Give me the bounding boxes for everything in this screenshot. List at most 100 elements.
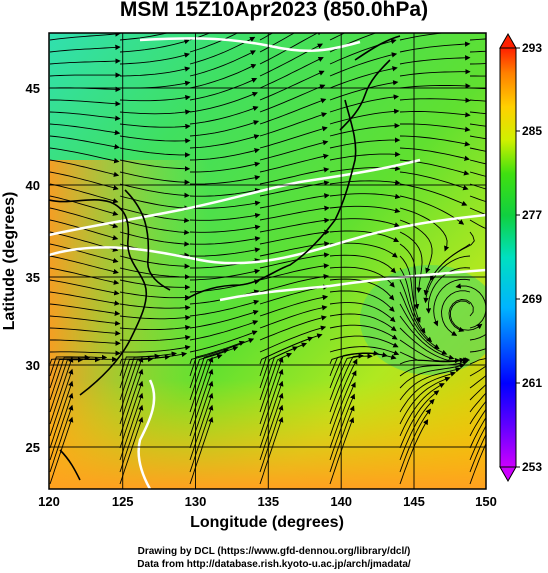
- streamline: [399, 339, 466, 363]
- page-title: MSM 15Z10Apr2023 (850.0hPa): [119, 0, 429, 21]
- streamline: [399, 231, 423, 293]
- streamline: [399, 69, 471, 77]
- streamline: [189, 50, 256, 77]
- streamline: [399, 408, 431, 473]
- streamline: [49, 404, 74, 473]
- streamline: [49, 195, 119, 216]
- y-tick-label: 40: [26, 178, 40, 193]
- streamline: [119, 135, 191, 144]
- streamline: [399, 359, 469, 377]
- streamline: [119, 303, 191, 311]
- y-axis-label: Latitude (degrees): [1, 192, 18, 331]
- streamline: [469, 219, 486, 230]
- streamline: [189, 91, 258, 113]
- y-axis: 25 30 35 40 45 Latitude (degrees): [1, 81, 40, 455]
- x-tick-label: 125: [112, 494, 134, 509]
- streamline: [189, 200, 261, 209]
- streamline: [329, 350, 379, 389]
- streamline: [259, 346, 299, 401]
- streamline: [49, 327, 121, 336]
- streamline: [469, 111, 486, 115]
- streamline: [49, 315, 121, 326]
- streamline: [49, 147, 120, 164]
- streamline: [259, 252, 330, 269]
- streamline: [399, 315, 455, 360]
- streamline: [49, 243, 119, 264]
- streamline: [119, 231, 190, 247]
- streamline: [259, 43, 323, 77]
- streamline: [119, 416, 144, 485]
- streamline: [49, 171, 119, 191]
- streamline: [49, 255, 119, 275]
- streamline: [49, 380, 74, 449]
- streamline: [399, 83, 471, 89]
- streamline: [119, 404, 144, 473]
- streamline: [329, 370, 357, 437]
- x-tick-label: 145: [403, 494, 425, 509]
- streamline: [399, 135, 471, 147]
- streamline: [449, 300, 483, 331]
- streamline: [189, 105, 259, 125]
- streamline: [259, 153, 329, 173]
- streamline: [469, 408, 486, 437]
- streamline: [425, 267, 471, 314]
- streamline: [119, 195, 190, 211]
- streamline: [189, 416, 214, 485]
- streamline: [189, 299, 260, 317]
- streamline: [50, 99, 121, 107]
- streamline: [119, 66, 191, 77]
- streamline: [189, 368, 214, 437]
- streamline: [399, 267, 426, 334]
- streamline: [399, 255, 421, 323]
- streamline: [469, 348, 486, 353]
- streamline: [329, 358, 358, 425]
- streamline: [49, 368, 74, 437]
- streamline: [119, 171, 190, 185]
- streamline: [259, 180, 330, 197]
- colorbar-tick-label: 269: [522, 292, 542, 306]
- streamline: [189, 356, 214, 425]
- streamline: [49, 303, 121, 316]
- streamline: [399, 367, 461, 401]
- streamline: [49, 356, 74, 425]
- streamline: [259, 416, 284, 485]
- streamline: [119, 291, 191, 301]
- streamline: [119, 109, 191, 115]
- streamline: [469, 135, 486, 140]
- streamline: [399, 390, 440, 449]
- streamline: [259, 98, 327, 125]
- streamline: [470, 75, 486, 77]
- streamline: [189, 392, 214, 461]
- streamline: [399, 303, 448, 355]
- streamline: [49, 291, 120, 306]
- streamline: [259, 33, 274, 41]
- streamline: [469, 207, 486, 216]
- streamline: [119, 279, 191, 290]
- streamline: [49, 58, 121, 65]
- streamline: [399, 363, 466, 389]
- streamline: [259, 325, 327, 353]
- streamline: [259, 229, 330, 245]
- streamline: [119, 380, 144, 449]
- streamline: [189, 348, 229, 401]
- streamline: [469, 374, 486, 389]
- streamline: [189, 134, 260, 149]
- streamline: [119, 324, 191, 331]
- streamline: [259, 33, 323, 65]
- streamline: [469, 159, 486, 165]
- streamline: [189, 320, 259, 341]
- streamline: [50, 339, 121, 346]
- streamline: [119, 392, 144, 461]
- streamline: [119, 147, 191, 158]
- streamline: [189, 64, 257, 89]
- streamline: [399, 371, 456, 413]
- streamline: [190, 161, 261, 173]
- streamline: [399, 383, 445, 437]
- streamline: [259, 126, 328, 149]
- streamline: [399, 279, 433, 343]
- streamline: [399, 147, 470, 161]
- streamline: [259, 356, 284, 425]
- streamline: [49, 123, 121, 136]
- coastlines: [49, 35, 401, 481]
- streamline: [469, 416, 486, 449]
